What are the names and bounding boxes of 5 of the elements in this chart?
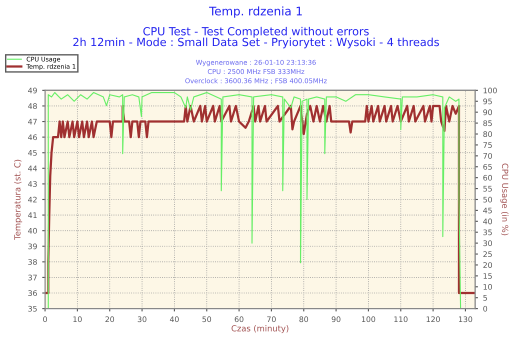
y-axis-title: Temperatura (st. C): [14, 160, 22, 240]
y2-axis-title: CPU Usage (in %): [500, 164, 508, 236]
chart-title: Temp. rdzenia 1: [209, 6, 302, 18]
x-axis-title: Czas (minuty): [232, 325, 288, 334]
chart-subtitle: CPU Test - Test Completed without errors 2h 12min - Mode : Small Data Set - Pryiorytet : Wysoki - 4 threads: [73, 26, 439, 48]
